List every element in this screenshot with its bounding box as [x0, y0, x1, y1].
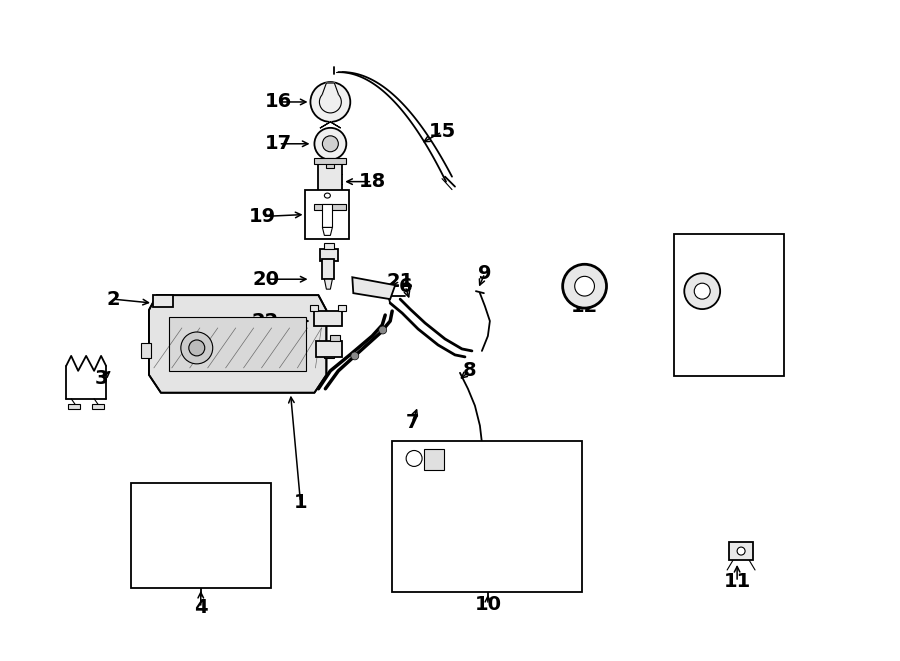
Text: 20: 20 [252, 270, 279, 289]
Text: 8: 8 [464, 362, 477, 380]
Polygon shape [338, 305, 346, 311]
Bar [324, 243, 335, 249]
Text: 1: 1 [293, 492, 307, 512]
Circle shape [314, 128, 346, 160]
Text: 6: 6 [399, 277, 412, 295]
Circle shape [694, 283, 710, 299]
Text: 14: 14 [724, 362, 751, 380]
Text: 4: 4 [194, 598, 208, 617]
Text: 15: 15 [428, 122, 455, 141]
Text: 18: 18 [358, 172, 386, 191]
Bar [324, 343, 335, 358]
Bar [330, 335, 340, 341]
Polygon shape [92, 404, 104, 408]
Bar [314, 158, 346, 164]
Text: 19: 19 [249, 207, 276, 226]
Circle shape [310, 82, 350, 122]
Polygon shape [148, 295, 327, 393]
Text: 13: 13 [724, 250, 751, 269]
Bar [141, 343, 151, 358]
Polygon shape [310, 305, 319, 311]
Polygon shape [322, 83, 338, 94]
Circle shape [181, 332, 212, 364]
Text: 5: 5 [184, 503, 198, 522]
Text: 22: 22 [252, 311, 279, 330]
Circle shape [406, 451, 422, 467]
Bar [327, 158, 335, 168]
Circle shape [575, 276, 595, 296]
Text: 2: 2 [106, 290, 120, 309]
Bar [729, 542, 753, 560]
Bar [392, 440, 581, 592]
Circle shape [562, 264, 607, 308]
Circle shape [189, 340, 205, 356]
Bar [322, 204, 332, 227]
Text: 17: 17 [265, 134, 292, 153]
Bar [305, 190, 349, 239]
Text: 3: 3 [94, 369, 108, 388]
Text: 23: 23 [252, 342, 279, 360]
Bar [169, 317, 306, 371]
Circle shape [351, 352, 359, 360]
Bar [319, 164, 342, 204]
Polygon shape [320, 122, 340, 128]
Bar [320, 249, 338, 261]
Text: 21: 21 [386, 272, 414, 291]
Polygon shape [324, 279, 332, 289]
Circle shape [379, 326, 387, 334]
Circle shape [737, 547, 745, 555]
Text: 11: 11 [724, 572, 751, 592]
Text: 12: 12 [571, 297, 598, 315]
Polygon shape [352, 277, 395, 299]
Text: 16: 16 [265, 93, 292, 112]
Bar [322, 259, 335, 279]
Polygon shape [68, 404, 80, 408]
Text: 10: 10 [474, 596, 501, 614]
Circle shape [322, 136, 338, 152]
Bar [424, 449, 444, 471]
Polygon shape [314, 311, 342, 326]
Polygon shape [322, 227, 332, 235]
Text: 7: 7 [405, 413, 418, 432]
Bar [674, 235, 784, 376]
Bar [153, 295, 173, 307]
Bar [317, 341, 342, 357]
Bar [314, 204, 346, 210]
Text: 9: 9 [478, 264, 491, 283]
Bar [131, 483, 271, 588]
Circle shape [684, 273, 720, 309]
Ellipse shape [324, 193, 330, 198]
